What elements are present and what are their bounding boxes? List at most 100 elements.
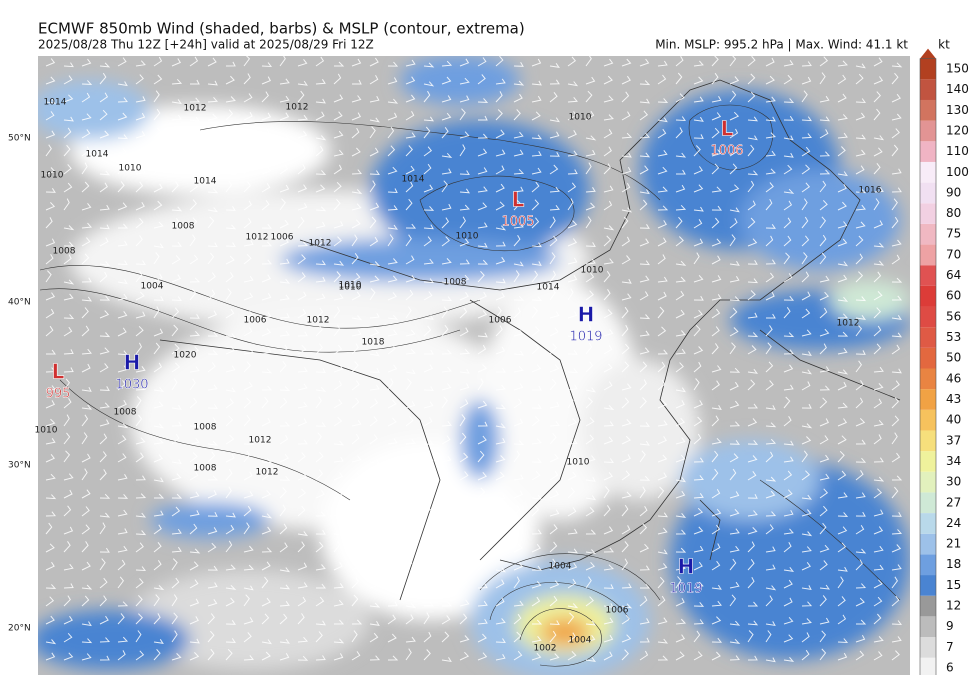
- barb: [81, 202, 92, 211]
- barb: [855, 253, 864, 265]
- barb: [207, 613, 215, 625]
- barb: [153, 560, 162, 571]
- barb: [837, 576, 844, 589]
- barb: [783, 489, 793, 499]
- barb: [639, 189, 650, 195]
- barb: [855, 63, 866, 69]
- barb: [549, 63, 560, 68]
- barb: [189, 217, 198, 229]
- barb: [351, 506, 361, 517]
- barb: [387, 98, 399, 104]
- barb: [333, 149, 344, 157]
- barb: [243, 200, 252, 211]
- barb: [243, 56, 251, 67]
- barb: [423, 126, 431, 139]
- barb: [783, 252, 791, 265]
- barb: [657, 117, 668, 123]
- barb: [207, 475, 219, 481]
- barb: [189, 471, 199, 481]
- barb: [171, 307, 180, 319]
- barb: [549, 216, 556, 229]
- barb: [351, 343, 359, 355]
- barb: [243, 181, 251, 193]
- barb: [405, 636, 416, 643]
- barb: [441, 112, 452, 121]
- barb: [243, 292, 254, 301]
- barb: [603, 651, 613, 661]
- barb: [675, 634, 686, 643]
- barb: [189, 170, 200, 176]
- barb: [837, 313, 849, 319]
- barb: [585, 202, 596, 211]
- wind-barbs: [45, 56, 903, 663]
- barb: [207, 96, 219, 103]
- barb: [873, 76, 884, 85]
- barb: [315, 422, 327, 427]
- barb: [891, 620, 903, 626]
- barb: [459, 108, 466, 121]
- barb: [693, 475, 704, 481]
- barb: [405, 255, 415, 265]
- barb: [747, 510, 758, 517]
- isobar-label: 1008: [114, 408, 137, 418]
- barb: [387, 188, 398, 194]
- barb: [855, 418, 866, 427]
- barb: [837, 114, 848, 121]
- barb: [423, 81, 435, 87]
- barb: [495, 256, 506, 265]
- barb: [873, 383, 884, 391]
- barb: [369, 312, 380, 319]
- barb: [729, 327, 739, 337]
- barb: [477, 364, 488, 373]
- barb: [621, 454, 631, 463]
- barb: [513, 93, 523, 103]
- barb: [837, 296, 849, 302]
- barb: [495, 437, 506, 445]
- barb: [621, 419, 632, 427]
- barb: [81, 432, 88, 445]
- barb: [477, 74, 486, 85]
- colorbar-label: 120: [946, 123, 969, 137]
- barb: [837, 470, 847, 481]
- barb: [693, 416, 703, 427]
- barb: [45, 130, 56, 139]
- barb: [729, 56, 737, 67]
- barb: [171, 506, 181, 517]
- barb: [153, 127, 162, 139]
- barb: [117, 365, 128, 373]
- barb: [711, 380, 720, 391]
- barb: [351, 397, 360, 409]
- barb: [45, 270, 52, 283]
- barb: [495, 325, 503, 337]
- barb: [315, 396, 322, 409]
- barb: [243, 240, 254, 247]
- colorbar-segment: [920, 409, 936, 431]
- barb: [801, 235, 810, 247]
- barb: [369, 236, 379, 247]
- barb: [729, 111, 740, 121]
- barb: [549, 79, 560, 85]
- barb: [513, 62, 524, 67]
- barb: [621, 236, 631, 247]
- barb: [369, 602, 381, 608]
- barb: [297, 164, 306, 175]
- barb: [675, 276, 686, 283]
- barb: [639, 379, 647, 391]
- barb: [891, 62, 903, 68]
- isobar-label: 1010: [456, 232, 479, 242]
- barb: [423, 386, 434, 391]
- barb: [657, 617, 668, 625]
- barb: [783, 416, 792, 427]
- barb: [513, 576, 520, 589]
- isobar-label: 1012: [256, 468, 279, 478]
- barb: [99, 72, 107, 85]
- barb: [765, 476, 777, 482]
- barb: [765, 182, 774, 193]
- barb: [855, 271, 864, 283]
- barb: [783, 509, 794, 517]
- barb: [441, 279, 452, 285]
- barb: [855, 221, 866, 229]
- barb: [495, 129, 505, 139]
- barb: [333, 181, 342, 193]
